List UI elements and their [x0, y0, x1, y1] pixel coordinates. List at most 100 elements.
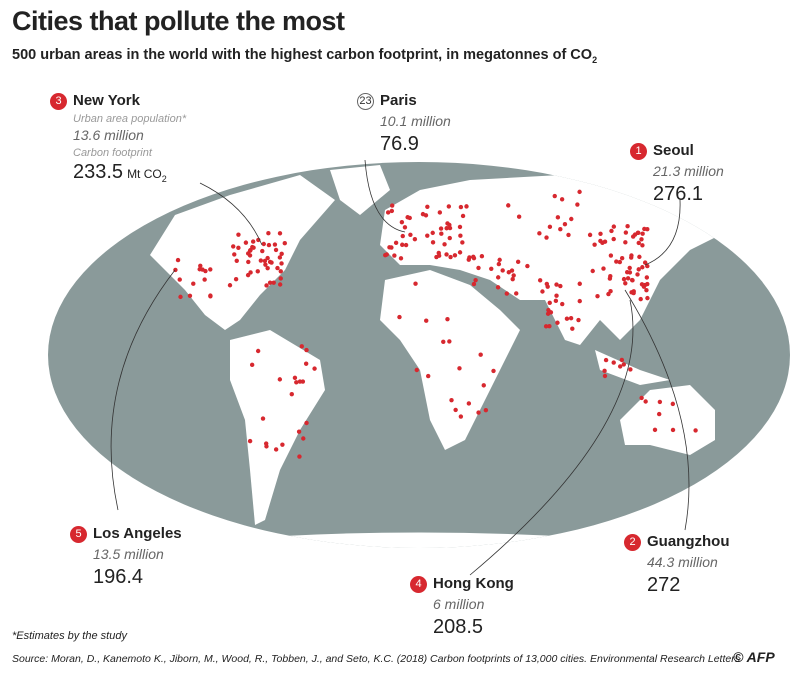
city-dot — [265, 255, 270, 261]
city-name: New York — [73, 92, 140, 109]
city-dot — [453, 407, 458, 413]
city-dot — [208, 294, 213, 299]
city-dot — [392, 253, 397, 258]
footprint: 196.4 — [93, 566, 144, 588]
city-name: Guangzhou — [647, 533, 730, 550]
city-dot — [269, 260, 274, 265]
city-dot — [554, 282, 559, 287]
city-dot — [645, 295, 650, 301]
city-dot — [232, 252, 237, 257]
city-dot — [602, 368, 607, 374]
city-dot — [262, 258, 268, 264]
population: 6 million — [433, 596, 485, 612]
city-dot — [510, 276, 515, 282]
city-dot — [266, 242, 272, 248]
footprint: 276.1 — [653, 183, 704, 205]
population: 21.3 million — [653, 163, 724, 179]
rank-badge: 2 — [624, 534, 641, 551]
city-dot — [559, 197, 565, 202]
city-dot — [495, 275, 501, 280]
city-dot — [555, 215, 561, 220]
city-dot — [255, 269, 260, 274]
city-dot — [656, 411, 662, 417]
footprint: 272 — [647, 574, 681, 596]
city-dot — [178, 294, 183, 300]
city-dot — [279, 251, 284, 257]
city-dot — [400, 242, 405, 247]
city-dot — [399, 219, 405, 225]
city-dots — [173, 189, 698, 459]
city-dot — [640, 231, 645, 236]
city-dot — [495, 285, 501, 290]
unit-subscript: 2 — [161, 174, 167, 185]
city-dot — [278, 276, 283, 281]
city-dot — [438, 226, 444, 231]
land — [48, 165, 790, 548]
city-dot — [466, 401, 472, 406]
city-dot — [243, 240, 249, 245]
city-dot — [299, 344, 304, 349]
city-dot — [236, 232, 241, 237]
population: 10.1 million — [380, 113, 451, 129]
city-dot — [590, 268, 595, 274]
city-dot — [617, 259, 623, 265]
city-dot — [598, 231, 603, 236]
city-dot — [558, 227, 563, 232]
city-dot — [447, 339, 452, 344]
city-dot — [543, 324, 549, 329]
city-dot — [621, 362, 627, 367]
city-dot — [568, 315, 574, 321]
city-dot — [639, 237, 644, 242]
city-dot — [278, 269, 283, 274]
city-dot — [636, 240, 641, 246]
city-dot — [537, 231, 542, 236]
city-dot — [625, 276, 631, 281]
city-dot — [547, 324, 552, 329]
city-dot — [447, 222, 452, 228]
city-dot — [460, 213, 466, 219]
city-dot — [466, 257, 471, 262]
footprint-row: 272 — [647, 574, 680, 597]
population: 13.5 million — [93, 546, 164, 562]
city-dot — [640, 243, 645, 248]
city-dot — [248, 270, 253, 275]
city-dot — [414, 367, 419, 373]
city-dot — [384, 252, 389, 257]
city-dot — [430, 240, 436, 245]
city-dot — [623, 230, 629, 235]
city-dot — [208, 267, 213, 272]
city-dot — [473, 277, 478, 283]
city-dot — [601, 266, 606, 271]
city-dot — [483, 407, 489, 413]
city-dot — [598, 238, 603, 244]
city-dot — [444, 252, 449, 257]
city-dot — [564, 316, 570, 321]
rank-badge: 1 — [630, 143, 647, 160]
city-dot — [511, 273, 516, 278]
city-dot — [638, 296, 643, 302]
city-dot — [250, 244, 255, 250]
city-dot — [444, 226, 449, 231]
city-dot — [553, 298, 559, 304]
city-dot — [425, 233, 430, 238]
city-dot — [260, 248, 265, 254]
footprint-row: 208.5 — [433, 616, 483, 639]
city-dot — [645, 263, 650, 269]
city-dot — [400, 233, 405, 239]
city-dot — [457, 250, 463, 255]
city-dot — [245, 251, 251, 256]
city-dot — [611, 360, 616, 365]
city-dot — [637, 254, 642, 260]
city-dot — [657, 399, 663, 405]
city-dot — [552, 193, 557, 199]
footprint-row: 276.1 — [653, 183, 703, 206]
city-dot — [478, 352, 483, 357]
city-dot — [639, 395, 644, 401]
subtitle: 500 urban areas in the world with the hi… — [12, 47, 597, 65]
city-dot — [426, 373, 431, 379]
city-dot — [267, 280, 273, 285]
city-dot — [460, 240, 465, 245]
population: 44.3 million — [647, 554, 718, 570]
subtitle-subscript: 2 — [592, 54, 598, 65]
city-name: Los Angeles — [93, 525, 182, 542]
